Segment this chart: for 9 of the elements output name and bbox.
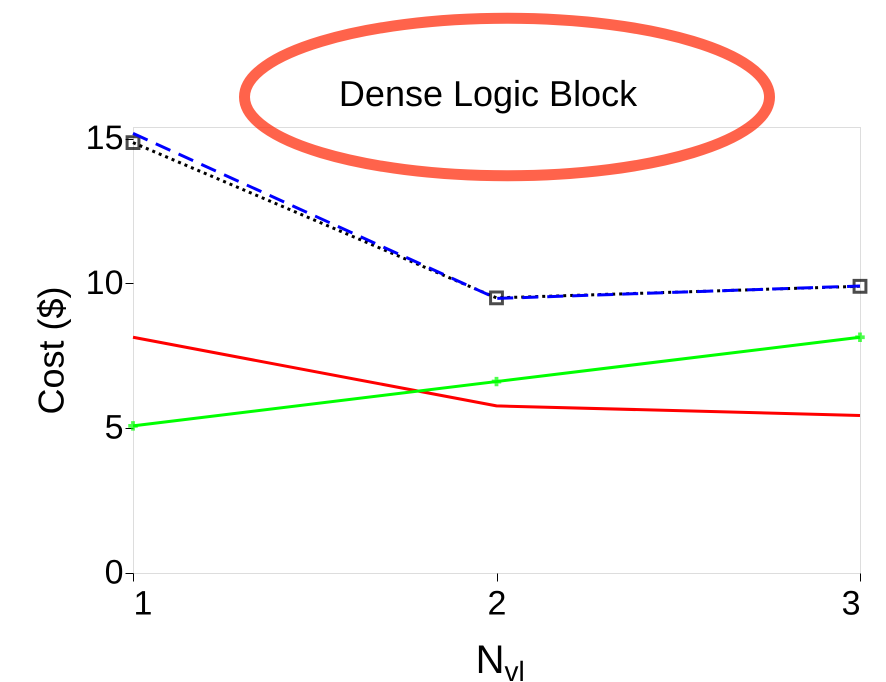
x-tick-label: 1 — [134, 584, 152, 622]
y-tick-label: 15 — [86, 119, 124, 158]
y-tick-label: 0 — [104, 554, 124, 592]
y-axis-title: Cost ($) — [30, 286, 72, 415]
x-tick-label: 3 — [842, 584, 860, 622]
chart-title: Dense Logic Block — [338, 73, 638, 114]
x-tick-label: 2 — [488, 584, 506, 622]
y-tick-label: 5 — [104, 408, 124, 447]
y-tick-label: 10 — [86, 264, 124, 302]
